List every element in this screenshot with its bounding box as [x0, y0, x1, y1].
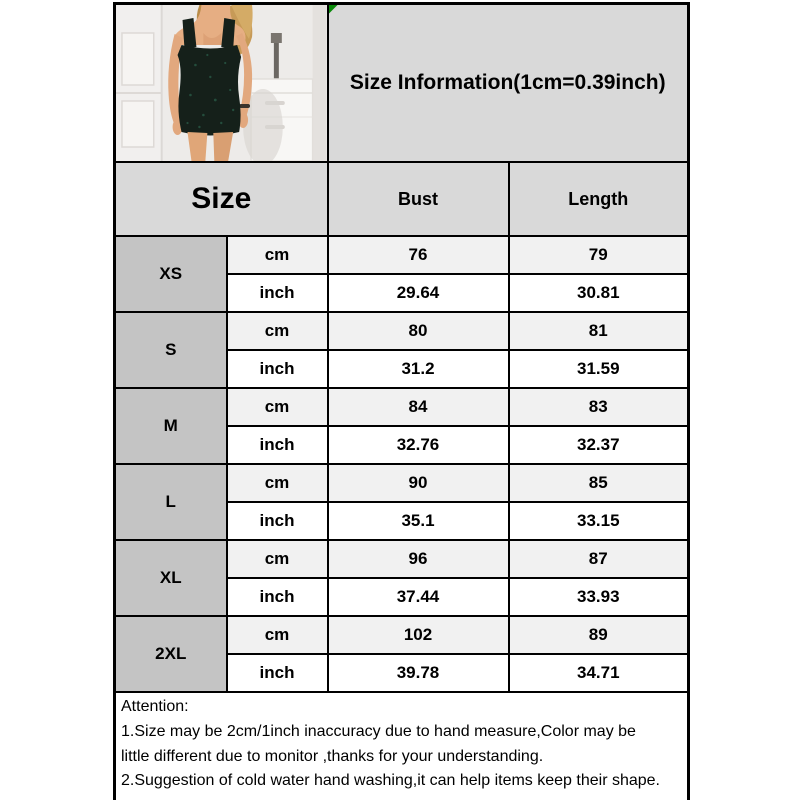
unit-cm-xs: cm: [225, 235, 329, 275]
length-inch-s: 31.59: [507, 349, 690, 389]
length-cm-xl: 87: [507, 539, 690, 579]
bust-cm-s: 80: [326, 311, 510, 351]
product-photo-illustration: [116, 5, 326, 161]
row-l-inch: inch 35.1 33.15: [115, 501, 690, 541]
unit-inch-m: inch: [225, 425, 329, 465]
size-label-s: S: [113, 311, 228, 389]
bust-cm-2xl: 102: [326, 615, 510, 655]
unit-cm-s: cm: [225, 311, 329, 351]
bust-inch-m: 32.76: [326, 425, 510, 465]
size-label-xl: XL: [113, 539, 228, 617]
size-table-foot: Attention: 1.Size may be 2cm/1inch inacc…: [113, 691, 690, 800]
unit-cm-2xl: cm: [225, 615, 329, 655]
row-m-inch: inch 32.76 32.37: [115, 425, 690, 465]
size-label-l: L: [113, 463, 228, 541]
attention-notes: Attention: 1.Size may be 2cm/1inch inacc…: [113, 691, 690, 800]
size-info-title-cell: Size Information(1cm=0.39inch): [326, 2, 690, 163]
notes-row: Attention: 1.Size may be 2cm/1inch inacc…: [113, 691, 690, 800]
table-header-row: Size Bust Length: [113, 161, 690, 237]
size-info-title: Size Information(1cm=0.39inch): [349, 71, 666, 94]
length-inch-2xl: 34.71: [507, 653, 690, 693]
unit-inch-2xl: inch: [225, 653, 329, 693]
unit-inch-xl: inch: [225, 577, 329, 617]
length-inch-m: 32.37: [507, 425, 690, 465]
bust-inch-xs: 29.64: [326, 273, 510, 313]
length-cm-xs: 79: [507, 235, 690, 275]
bust-cm-m: 84: [326, 387, 510, 427]
length-inch-l: 33.15: [507, 501, 690, 541]
bust-cm-l: 90: [326, 463, 510, 503]
bust-cm-xs: 76: [326, 235, 510, 275]
length-inch-xl: 33.93: [507, 577, 690, 617]
row-2xl-inch: inch 39.78 34.71: [115, 653, 690, 693]
bust-inch-2xl: 39.78: [326, 653, 510, 693]
size-label-m: M: [113, 387, 228, 465]
row-xl-cm: XL cm 96 87: [113, 539, 690, 617]
note-line-1b: little different due to monitor ,thanks …: [121, 747, 544, 765]
unit-cm-xl: cm: [225, 539, 329, 579]
row-xl-inch: inch 37.44 33.93: [115, 577, 690, 617]
bust-inch-l: 35.1: [326, 501, 510, 541]
note-line-1a: 1.Size may be 2cm/1inch inaccuracy due t…: [121, 722, 636, 740]
bust-cm-xl: 96: [326, 539, 510, 579]
size-table-head: Size Information(1cm=0.39inch) Size Bust…: [113, 2, 690, 237]
length-cm-l: 85: [507, 463, 690, 503]
unit-inch-xs: inch: [225, 273, 329, 313]
length-column-header: Length: [507, 161, 690, 237]
note-line-2: 2.Suggestion of cold water hand washing,…: [121, 772, 660, 790]
row-xs-cm: XS cm 76 79: [113, 235, 690, 313]
note-line-heading: Attention:: [121, 698, 189, 715]
unit-cm-l: cm: [225, 463, 329, 503]
row-s-inch: inch 31.2 31.59: [115, 349, 690, 389]
length-cm-s: 81: [507, 311, 690, 351]
row-2xl-cm: 2XL cm 102 89: [113, 615, 690, 693]
length-cm-2xl: 89: [507, 615, 690, 655]
bust-inch-s: 31.2: [326, 349, 510, 389]
photo-title-row: Size Information(1cm=0.39inch): [113, 2, 690, 163]
size-column-header: Size: [113, 161, 329, 237]
unit-inch-s: inch: [225, 349, 329, 389]
bust-inch-xl: 37.44: [326, 577, 510, 617]
bust-column-header: Bust: [326, 161, 510, 237]
size-label-xs: XS: [113, 235, 228, 313]
length-cm-m: 83: [507, 387, 690, 427]
unit-inch-l: inch: [225, 501, 329, 541]
size-chart-table: Size Information(1cm=0.39inch) Size Bust…: [113, 2, 691, 800]
unit-cm-m: cm: [225, 387, 329, 427]
green-corner-marker: [329, 5, 338, 14]
product-photo-cell: [113, 2, 329, 163]
row-xs-inch: inch 29.64 30.81: [115, 273, 690, 313]
length-inch-xs: 30.81: [507, 273, 690, 313]
size-label-2xl: 2XL: [113, 615, 228, 693]
